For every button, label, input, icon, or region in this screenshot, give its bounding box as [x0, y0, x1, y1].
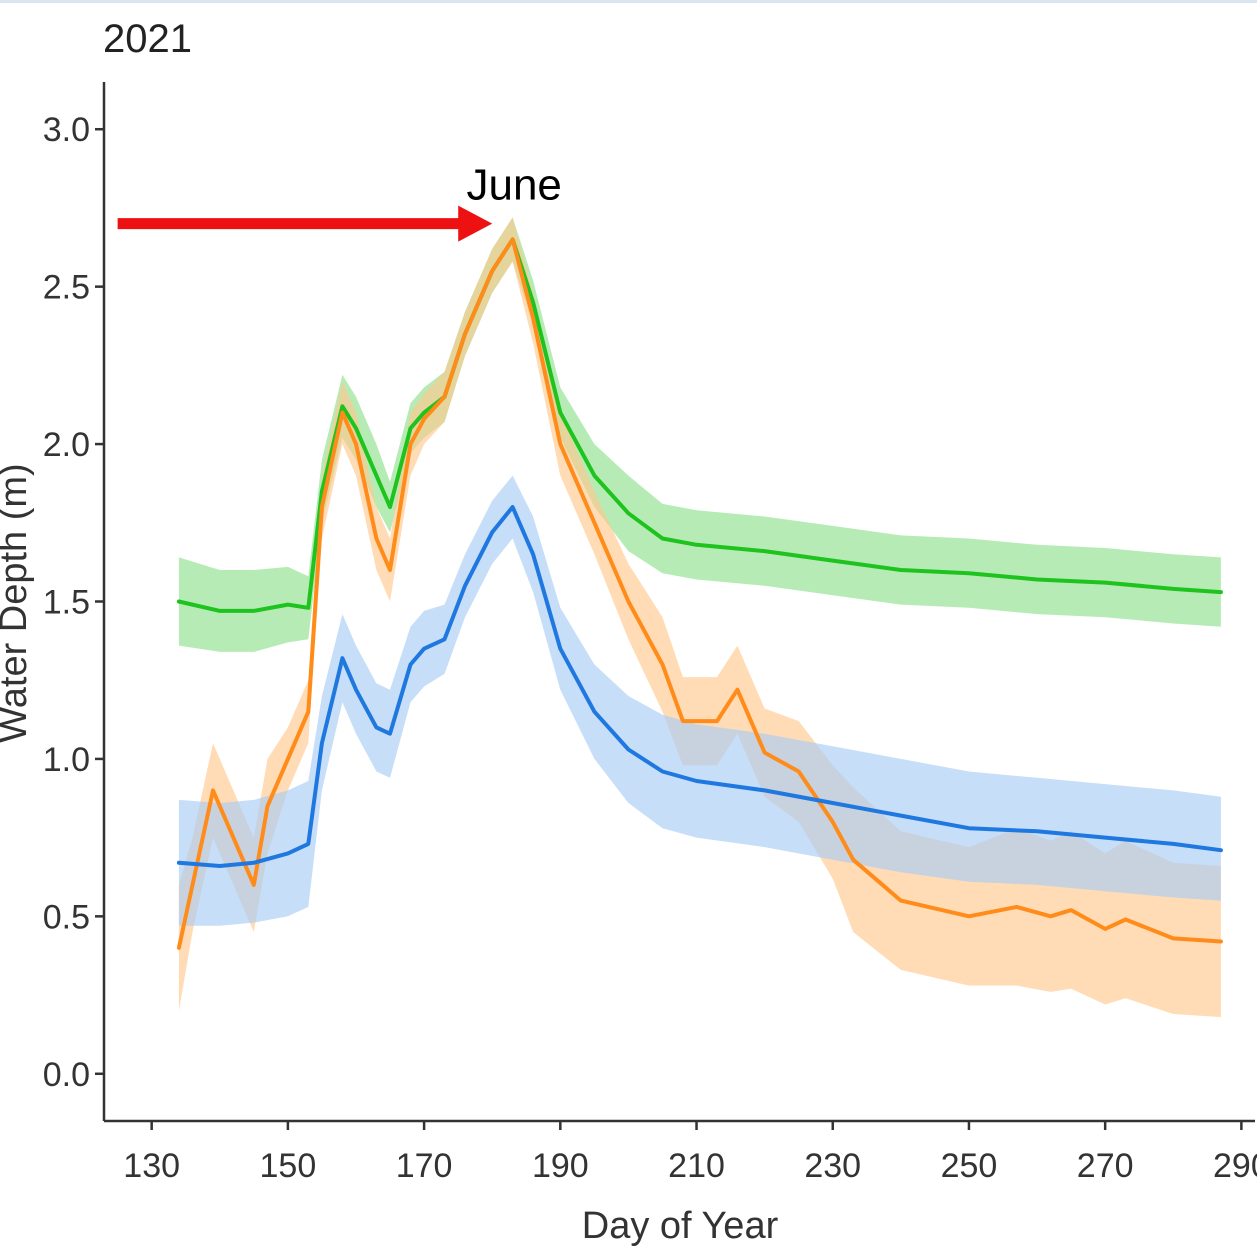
- y-axis-title: Water Depth (m): [0, 463, 35, 742]
- series-3-band: [178, 475, 1221, 926]
- x-tick-label: 270: [1077, 1147, 1134, 1185]
- y-tick-label: 1.5: [43, 584, 90, 622]
- x-tick-label: 210: [668, 1147, 725, 1185]
- annotation-label: June: [466, 161, 561, 210]
- y-tick-label: 3.0: [43, 111, 90, 149]
- y-tick-label: 1.0: [43, 741, 90, 779]
- x-tick-label: 250: [941, 1147, 998, 1185]
- annotation-arrow-head: [458, 205, 493, 242]
- series-1-band: [178, 217, 1221, 652]
- x-tick-label: 230: [804, 1147, 861, 1185]
- y-ticks: 0.0 0.5 1.0 1.5 2.0 2.5 3.0: [43, 111, 104, 1094]
- confidence-bands: [178, 217, 1221, 1018]
- series-lines: [176, 237, 1223, 950]
- y-tick-label: 2.5: [43, 269, 90, 307]
- x-tick-label: 170: [396, 1147, 453, 1185]
- y-tick-label: 2.0: [43, 426, 90, 464]
- series-2-band: [178, 217, 1221, 1018]
- x-ticks: 130 150 170 190 210 230 250 270 290: [123, 1121, 1257, 1185]
- june-annotation: June: [117, 161, 562, 242]
- y-tick-label: 0.0: [43, 1056, 90, 1094]
- chart-title: 2021: [103, 17, 192, 61]
- x-tick-label: 130: [123, 1147, 180, 1185]
- x-tick-label: 290: [1213, 1147, 1257, 1185]
- x-tick-label: 150: [260, 1147, 317, 1185]
- x-tick-label: 190: [532, 1147, 589, 1185]
- y-tick-label: 0.5: [43, 898, 90, 936]
- series-3-line: [176, 505, 1223, 868]
- window-top-edge: [0, 0, 1257, 3]
- series-2-line: [176, 237, 1223, 950]
- x-axis-title: Day of Year: [582, 1205, 779, 1247]
